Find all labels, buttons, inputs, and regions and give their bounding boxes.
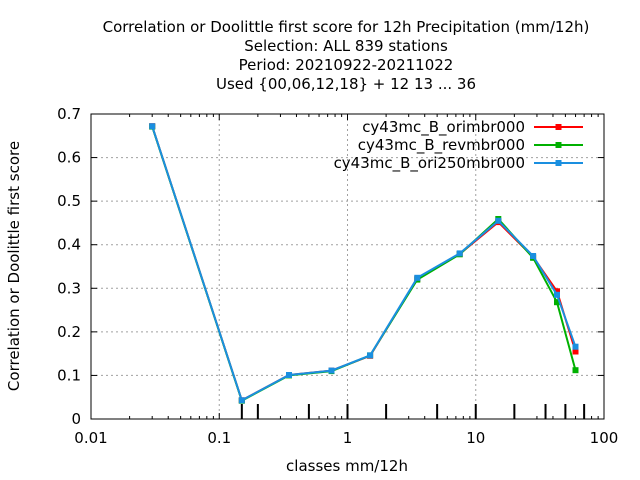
title-line-4: Used {00,06,12,18} + 12 13 ... 36 xyxy=(216,75,476,93)
series-3-point xyxy=(554,291,560,298)
y-tick-label: 0.7 xyxy=(57,105,81,123)
title-line-2: Selection: ALL 839 stations xyxy=(244,37,448,55)
x-tick-label: 1 xyxy=(343,429,353,447)
legend-label: cy43mc_B_ori250mbr000 xyxy=(334,154,525,173)
legend-marker xyxy=(555,124,562,130)
x-tick-label: 10 xyxy=(466,429,485,447)
series-1-point xyxy=(554,288,560,295)
legend-label: cy43mc_B_revmbr000 xyxy=(358,136,525,155)
y-axis-label: Correlation or Doolittle first score xyxy=(5,141,23,391)
grid xyxy=(91,114,604,419)
series-layer xyxy=(149,123,579,404)
legend-label: cy43mc_B_orimbr000 xyxy=(362,118,525,137)
x-tick-label: 0.1 xyxy=(207,429,231,447)
series-3-point xyxy=(572,343,579,350)
y-tick-label: 0.1 xyxy=(57,366,81,384)
x-axis-label: classes mm/12h xyxy=(286,457,408,475)
chart-title: Correlation or Doolittle first score for… xyxy=(103,18,590,93)
title-line-1: Correlation or Doolittle first score for… xyxy=(103,18,590,36)
legend-marker xyxy=(555,160,562,166)
series-3-point xyxy=(238,397,245,404)
legend: cy43mc_B_orimbr000cy43mc_B_revmbr000cy43… xyxy=(334,118,583,173)
legend-marker xyxy=(555,142,562,148)
series-2-point xyxy=(554,299,560,306)
threshold-markers xyxy=(240,404,586,419)
series-3-point xyxy=(414,274,421,281)
y-tick-label: 0.6 xyxy=(57,149,81,167)
series-3-point xyxy=(367,352,374,359)
y-tick-label: 0.3 xyxy=(57,279,81,297)
title-line-3: Period: 20210922-20211022 xyxy=(239,56,454,74)
series-1-point xyxy=(572,348,579,355)
axis-ticks: 0 0.1 0.2 0.3 0.4 0.5 0.6 0.7 0.01 0.1 1 10 100 xyxy=(57,105,618,447)
y-tick-label: 0 xyxy=(71,410,81,428)
series-3-point xyxy=(149,123,156,130)
y-tick-label: 0.4 xyxy=(57,236,81,254)
y-tick-label: 0.5 xyxy=(57,192,81,210)
series-3-point xyxy=(328,367,335,374)
y-tick-label: 0.2 xyxy=(57,323,81,341)
series-3-point xyxy=(530,253,537,259)
series-3-point xyxy=(456,250,463,257)
series-3-point xyxy=(495,217,502,224)
x-tick-label: 100 xyxy=(590,429,619,447)
series-2-point xyxy=(572,367,579,374)
x-tick-label: 0.01 xyxy=(74,429,107,447)
series-3-point xyxy=(286,372,292,378)
